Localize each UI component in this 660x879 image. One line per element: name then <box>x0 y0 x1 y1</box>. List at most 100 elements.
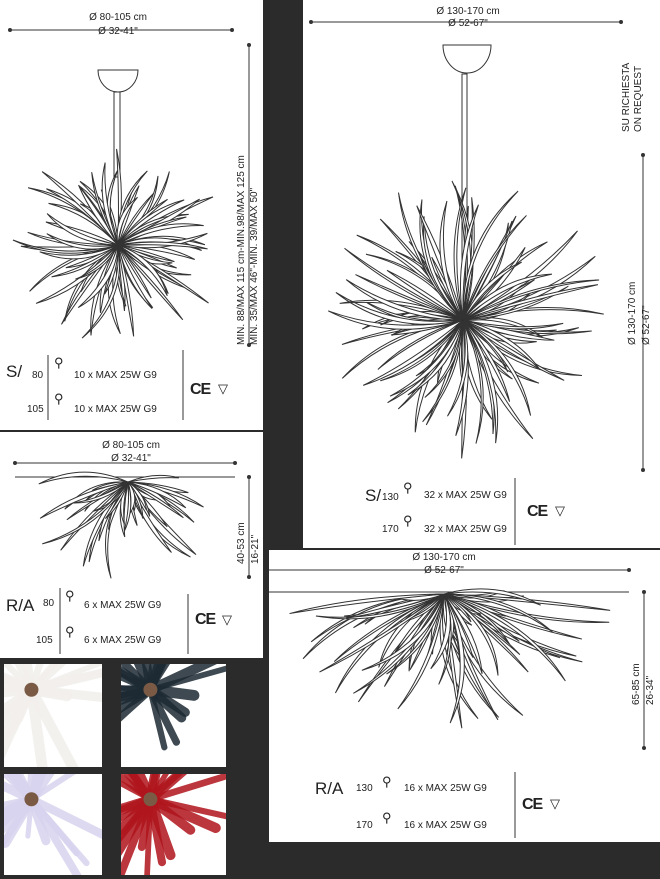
f-mark-icon: ▽ <box>555 503 565 518</box>
glass-tentacle <box>462 319 541 371</box>
s-large-size-1: 130 <box>382 492 399 503</box>
glass-arm <box>27 774 37 804</box>
glass-tentacle <box>443 593 610 623</box>
ra-small-size-1: 80 <box>43 598 55 609</box>
glass-tentacle <box>443 593 499 676</box>
glass-tentacle <box>462 319 564 330</box>
glass-tentacle <box>377 319 464 370</box>
glass-tentacle <box>46 233 119 250</box>
glass-arm <box>145 664 217 695</box>
glass-tentacle <box>344 247 464 321</box>
glass-tentacle <box>39 244 119 260</box>
glass-tentacle <box>462 285 569 321</box>
glass-tentacle <box>91 172 119 246</box>
ra-small-dia-in: Ø 32-41" <box>111 453 151 464</box>
ra-large-height-in: 26-34" <box>645 675 656 705</box>
glass-arm <box>27 795 82 875</box>
glass-tentacle <box>439 200 464 321</box>
glass-arm <box>146 795 167 867</box>
glass-arm <box>141 664 155 695</box>
glass-tentacle <box>447 319 469 417</box>
glass-tentacle <box>315 593 445 620</box>
glass-arm <box>145 774 161 805</box>
glass-tentacle <box>462 279 600 321</box>
ra-large-code: R/A <box>315 779 344 798</box>
glass-tentacle <box>462 261 522 321</box>
glass-tentacle <box>462 215 527 321</box>
glass-tentacle <box>81 244 121 339</box>
ra-small-height-cm: 40-53 cm <box>236 522 247 564</box>
glass-tentacle <box>397 593 445 710</box>
glass-tentacle <box>117 241 208 250</box>
f-mark-icon: ▽ <box>550 796 560 811</box>
glass-tentacle <box>289 593 445 615</box>
glass-arm <box>28 774 47 803</box>
glass-arm <box>121 795 154 842</box>
glass-tentacle <box>462 273 553 321</box>
glass-tentacle <box>443 588 541 606</box>
glass-tentacle <box>117 244 153 309</box>
glass-arm <box>14 664 36 695</box>
s-small-height-cm: MIN. 88/MAX 115 cm-MIN.98/MAX 125 cm <box>236 155 247 345</box>
glass-tentacle <box>335 291 464 325</box>
glass-tentacle <box>117 223 204 246</box>
s-small-spec-2: 10 x MAX 25W G9 <box>74 404 157 415</box>
color-swatch-lavender <box>4 774 102 875</box>
glass-tentacle <box>462 319 511 402</box>
bulb-icon: ⚲ <box>403 513 413 528</box>
glass-tentacle <box>42 481 129 545</box>
glass-tentacle <box>117 192 155 246</box>
glass-tentacle <box>116 196 138 246</box>
glass-tentacle <box>462 319 484 444</box>
glass-arm <box>121 673 154 694</box>
glass-arm <box>28 774 76 803</box>
glass-tentacle <box>443 593 465 724</box>
s-large-spec-2: 32 x MAX 25W G9 <box>424 524 507 535</box>
glass-tentacle <box>443 593 483 674</box>
f-mark-icon: ▽ <box>222 612 232 627</box>
glass-tentacle <box>46 213 119 246</box>
ra-large-size-1: 130 <box>356 783 373 794</box>
color-swatch-red <box>121 774 226 875</box>
chandelier-hub <box>143 682 158 697</box>
glass-tentacle <box>430 593 451 670</box>
glass-arm <box>26 684 79 767</box>
ce-mark: CE <box>195 611 216 628</box>
glass-arm <box>145 794 221 834</box>
chandelier-hub <box>143 792 158 807</box>
glass-arm <box>27 668 102 695</box>
glass-tentacle <box>127 481 184 519</box>
glass-arm <box>121 795 155 875</box>
glass-tentacle <box>38 471 129 485</box>
glass-tentacle <box>389 319 464 397</box>
ra-large-size-2: 170 <box>356 820 373 831</box>
s-large-height-cm: Ø 130-170 cm <box>627 281 638 345</box>
glass-arm <box>133 664 156 695</box>
s-large-request-it: SU RICHIESTA <box>621 62 632 132</box>
ra-large-drawing <box>269 568 646 838</box>
glass-tentacle <box>422 319 464 423</box>
glass-tentacle <box>400 593 445 623</box>
ce-mark: CE <box>522 796 543 813</box>
ra-large-dia-in: Ø 52-67" <box>424 565 464 576</box>
s-small-drawing <box>8 28 251 420</box>
s-large-dia-cm: Ø 130-170 cm <box>436 6 500 17</box>
ce-mark: CE <box>190 381 211 398</box>
glass-tentacle <box>462 190 519 321</box>
bulb-icon: ⚲ <box>382 774 392 789</box>
glass-tentacle <box>443 593 553 633</box>
chandelier-hub <box>24 792 39 807</box>
glass-arm <box>133 774 156 805</box>
panel-s-large: Ø 130-170 cm Ø 52-67" SU RICHIESTA ON RE… <box>303 0 660 548</box>
s-small-size-2: 105 <box>27 404 44 415</box>
glass-tentacle <box>302 593 445 660</box>
s-small-dia-in: Ø 32-41" <box>98 26 138 37</box>
panel-ra-small: Ø 80-105 cm Ø 32-41" 40-53 cm 16-21" R/A… <box>0 432 263 658</box>
ra-small-height-in: 16-21" <box>250 534 261 564</box>
glass-tentacle <box>462 319 499 444</box>
bulb-icon: ⚲ <box>382 810 392 825</box>
glass-tentacle <box>453 187 467 321</box>
glass-tentacle <box>362 319 464 386</box>
s-small-height-in: MIN. 35/MAX 46"-MIN. 39/MAX 50" <box>249 187 260 345</box>
glass-tentacle <box>117 244 135 337</box>
